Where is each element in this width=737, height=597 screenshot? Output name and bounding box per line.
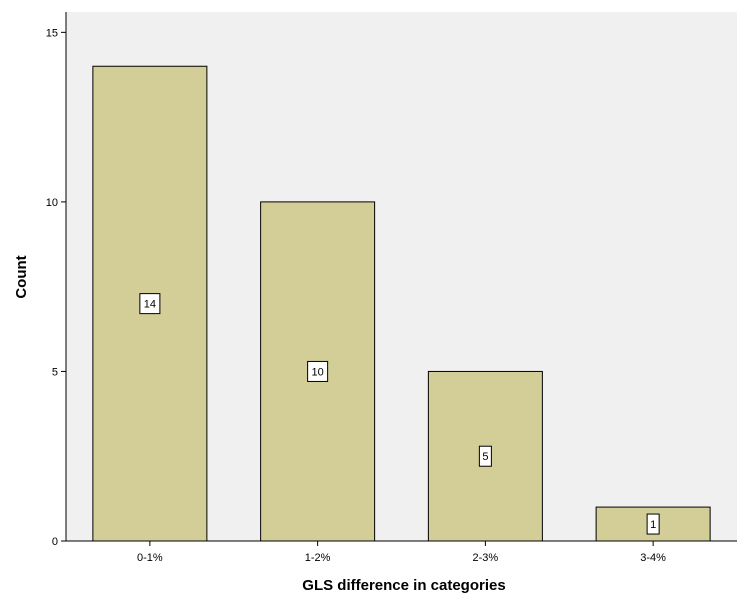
y-tick-label: 15 bbox=[46, 27, 58, 39]
data-label: 5 bbox=[482, 451, 488, 463]
x-tick-label: 1-2% bbox=[305, 552, 331, 564]
data-label: 1 bbox=[650, 519, 656, 531]
x-tick-label: 2-3% bbox=[473, 552, 499, 564]
x-axis-ticks: 0-1% 1-2% 2-3% 3-4% bbox=[137, 541, 666, 564]
y-tick-label: 5 bbox=[52, 366, 58, 378]
data-labels: 14 10 5 1 bbox=[139, 293, 660, 535]
x-tick-label: 3-4% bbox=[640, 552, 666, 564]
data-label-box bbox=[139, 293, 161, 315]
y-axis-ticks: 0 5 10 15 bbox=[46, 27, 66, 548]
x-axis-title: GLS difference in categories bbox=[302, 577, 505, 594]
data-label-box bbox=[307, 360, 329, 382]
data-label: 14 bbox=[144, 299, 156, 311]
y-axis-title: Count bbox=[13, 255, 30, 298]
y-tick-label: 0 bbox=[52, 536, 58, 548]
y-tick-label: 10 bbox=[46, 197, 58, 209]
data-label-box bbox=[646, 513, 660, 535]
x-tick-label: 0-1% bbox=[137, 552, 163, 564]
data-label: 10 bbox=[312, 366, 324, 378]
data-label-box bbox=[478, 445, 492, 467]
